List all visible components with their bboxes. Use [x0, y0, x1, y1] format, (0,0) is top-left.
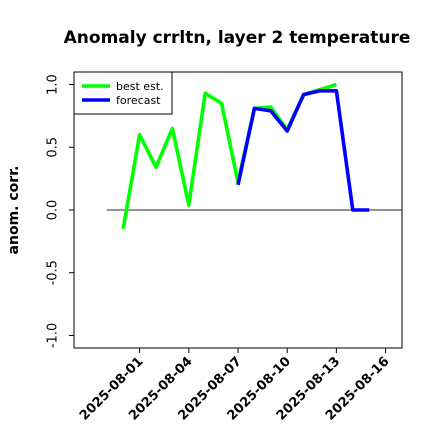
- y-tick-label: 0.0: [46, 200, 61, 221]
- y-axis-label: anom. corr.: [6, 166, 22, 255]
- y-tick-label: 1.0: [46, 74, 61, 95]
- legend-box: [73, 71, 173, 115]
- plot-area: -1.0-0.50.00.51.02025-08-012025-08-04202…: [46, 71, 403, 424]
- y-tick-label: -0.5: [46, 260, 61, 285]
- legend-label-1: forecast: [116, 94, 161, 107]
- legend-label-0: best est.: [116, 80, 164, 93]
- chart-title: Anomaly crrltn, layer 2 temperature: [64, 28, 411, 48]
- series-line-1: [236, 89, 370, 212]
- y-tick-label: -1.0: [46, 323, 61, 348]
- y-tick-label: 0.5: [46, 137, 61, 158]
